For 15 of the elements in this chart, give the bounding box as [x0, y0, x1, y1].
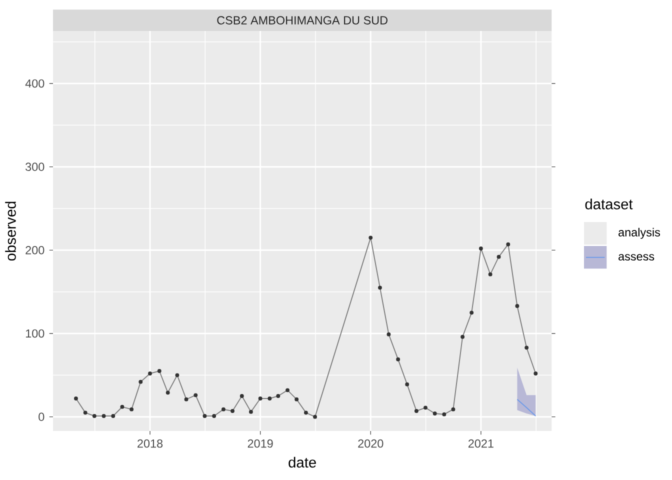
x-axis-title: date — [288, 456, 316, 468]
y-tick-label: 0 — [38, 412, 44, 421]
x-tick-label: 2020 — [358, 439, 384, 448]
y-tick-label: 100 — [26, 329, 44, 338]
chart-title: CSB2 AMBOHIMANGA DU SUD — [217, 16, 388, 24]
x-tick-label: 2021 — [468, 439, 494, 448]
y-tick-label: 200 — [26, 246, 44, 254]
x-tick-label: 2019 — [248, 439, 273, 448]
legend-title: dataset — [585, 198, 633, 210]
x-tick-label: 2018 — [138, 439, 163, 448]
text: analysis — [618, 228, 660, 239]
y-tick-label: 300 — [26, 162, 44, 171]
y-axis-title: observed — [5, 202, 16, 261]
y-tick-label: 400 — [25, 79, 44, 88]
legend-label: assess — [618, 254, 654, 261]
